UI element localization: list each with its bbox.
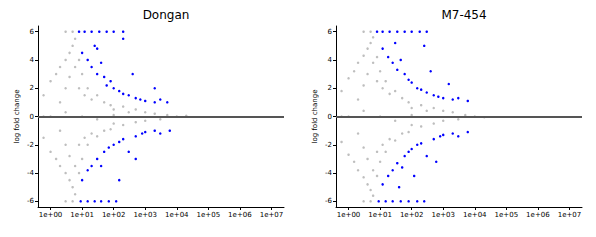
svg-text:-4: -4 xyxy=(27,169,35,177)
svg-text:-2: -2 xyxy=(27,141,34,149)
svg-text:4: 4 xyxy=(30,56,35,64)
svg-text:log fold change: log fold change xyxy=(311,89,319,143)
svg-text:1e+06: 1e+06 xyxy=(526,211,550,219)
svg-text:1e+00: 1e+00 xyxy=(337,211,361,219)
svg-text:4: 4 xyxy=(328,56,333,64)
svg-text:0: 0 xyxy=(328,113,332,121)
svg-text:-4: -4 xyxy=(325,169,333,177)
svg-text:1e+07: 1e+07 xyxy=(558,211,582,219)
svg-text:log fold change: log fold change xyxy=(13,89,21,143)
svg-text:1e+06: 1e+06 xyxy=(228,211,252,219)
svg-text:-6: -6 xyxy=(27,197,35,205)
svg-text:1e+04: 1e+04 xyxy=(463,211,487,219)
svg-text:1e+03: 1e+03 xyxy=(431,211,455,219)
svg-text:2: 2 xyxy=(328,84,332,92)
svg-text:0: 0 xyxy=(30,113,34,121)
svg-text:6: 6 xyxy=(328,28,333,36)
svg-text:1e+03: 1e+03 xyxy=(133,211,157,219)
svg-text:2: 2 xyxy=(30,84,34,92)
svg-text:1e+01: 1e+01 xyxy=(70,211,94,219)
svg-text:6: 6 xyxy=(30,28,35,36)
svg-text:M7-454: M7-454 xyxy=(441,8,486,22)
svg-text:Dongan: Dongan xyxy=(143,8,190,22)
svg-text:1e+01: 1e+01 xyxy=(368,211,392,219)
svg-text:1e+02: 1e+02 xyxy=(102,211,126,219)
svg-text:1e+04: 1e+04 xyxy=(165,211,189,219)
svg-text:-2: -2 xyxy=(325,141,332,149)
svg-text:1e+00: 1e+00 xyxy=(39,211,63,219)
svg-text:1e+07: 1e+07 xyxy=(260,211,284,219)
svg-text:1e+05: 1e+05 xyxy=(197,211,221,219)
svg-text:1e+02: 1e+02 xyxy=(400,211,424,219)
svg-text:-6: -6 xyxy=(325,197,333,205)
svg-text:1e+05: 1e+05 xyxy=(495,211,519,219)
